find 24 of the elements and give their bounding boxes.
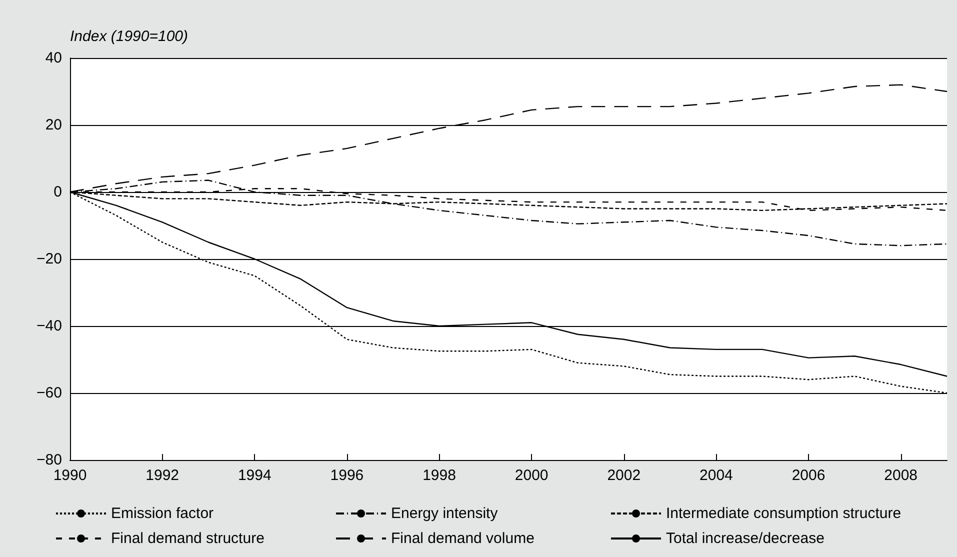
x-tick-label: 2006 [792, 467, 826, 484]
legend-label: Total increase/decrease [666, 530, 824, 547]
x-tick-label: 2000 [514, 467, 548, 484]
x-tick-label: 1996 [330, 467, 364, 484]
y-axis-title: Index (1990=100) [70, 28, 188, 45]
y-tick-label: −40 [36, 318, 62, 334]
legend-label: Intermediate consumption structure [666, 505, 902, 522]
y-tick-label: 40 [45, 50, 62, 66]
legend-label: Energy intensity [391, 505, 498, 522]
y-tick-label: 20 [45, 116, 62, 134]
x-tick-label: 1990 [53, 467, 87, 484]
x-tick-label: 1992 [146, 467, 180, 484]
x-tick-label: 1998 [422, 467, 456, 484]
legend-label: Final demand structure [111, 530, 264, 547]
x-tick-label: 1994 [238, 467, 272, 484]
x-tick-label: 2008 [884, 467, 918, 484]
x-tick-label: 2002 [607, 467, 641, 484]
y-tick-label: −60 [36, 384, 62, 402]
x-tick-label: 2004 [700, 467, 733, 484]
y-tick-label: 0 [54, 184, 62, 200]
legend-label: Emission factor [111, 505, 214, 522]
y-tick-label: −80 [36, 452, 62, 468]
legend-label: Final demand volume [391, 530, 534, 547]
y-tick-label: −20 [36, 250, 62, 268]
